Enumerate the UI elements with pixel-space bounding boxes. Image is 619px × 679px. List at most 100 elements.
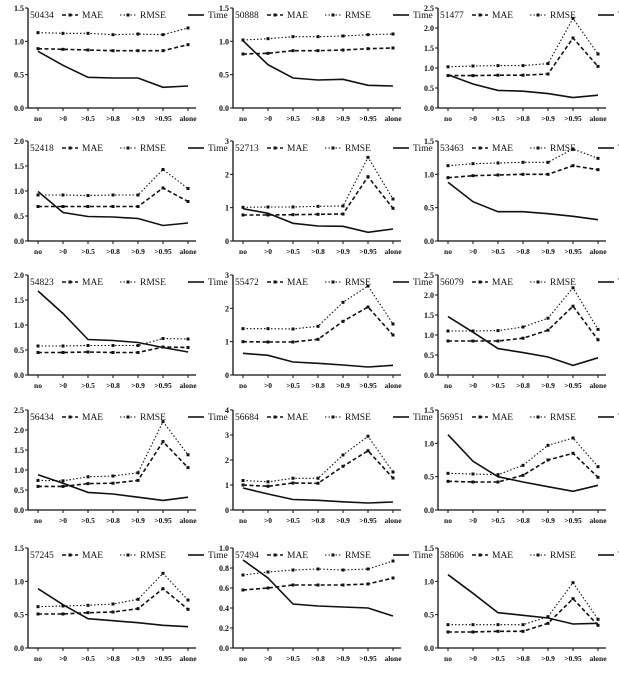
legend-marker-mae [273,553,277,557]
y-tick-label: 0.5 [424,351,434,360]
x-tick-label: >0 [469,114,477,123]
x-tick-label: >0.9 [131,381,145,390]
data-point-mae [471,174,475,178]
legend-label-mae: MAE [492,144,513,154]
data-point-rmse [471,472,475,476]
data-point-rmse [546,316,550,320]
data-point-rmse [391,559,395,563]
data-point-rmse [521,64,525,68]
series-line-mae [38,587,189,615]
y-tick-label: 0.0 [219,104,229,113]
data-point-rmse [471,162,475,166]
x-tick-label: >0.8 [516,654,530,663]
data-point-rmse [596,617,600,621]
x-tick-label: >0.8 [311,516,325,525]
data-point-rmse [496,473,500,477]
x-tick-label: >0.5 [286,516,300,525]
data-point-rmse [391,470,395,474]
legend-label-rmse: RMSE [550,551,576,561]
data-point-rmse [546,443,550,447]
data-point-rmse [86,603,90,607]
y-tick-label: 1.5 [14,446,24,455]
chart-title: 54823 [30,278,54,288]
data-point-mae [61,351,65,354]
x-tick-label: no [239,381,247,390]
x-tick-label: >0 [264,247,272,256]
x-tick-label: >0.9 [541,654,555,663]
x-tick-label: >0.8 [311,654,325,663]
x-tick-label: >0.5 [491,654,505,663]
y-tick-label: 1.0 [14,187,24,196]
x-tick-label: >0.95 [359,654,377,663]
legend-marker-mae [273,13,277,17]
chart-panel: 0.0 0.5 1.0 1.5 no >0 >0.5 >0.8 >0.9 >0.95 alone 53… [424,137,619,256]
legend-label-time: Time [413,11,433,21]
data-point-rmse [136,193,140,197]
data-point-mae [521,473,525,477]
data-point-mae [341,48,345,52]
x-tick-label: >0.95 [564,381,582,390]
legend-marker-mae [478,553,482,557]
x-tick-label: >0 [59,114,67,123]
data-point-rmse [316,567,320,571]
data-point-rmse [136,471,140,475]
data-point-rmse [241,38,245,42]
data-point-mae [316,481,320,485]
data-point-mae [571,451,575,455]
data-point-rmse [596,327,600,331]
legend-label-rmse: RMSE [550,413,576,423]
data-point-rmse [496,329,500,333]
y-tick-label: 1.5 [219,4,229,13]
chart-panel: 0 1 2 3 4 no >0 >0.5 >0.8 >0.9 >0.95 alone 56684 MAE R… [225,406,433,525]
y-tick-label: 1.5 [14,544,24,553]
x-tick-label: >0.9 [541,381,555,390]
y-tick-label: 1.0 [424,439,434,448]
data-point-mae [86,48,90,52]
x-tick-label: >0.8 [311,381,325,390]
legend-label-time: Time [413,413,433,423]
data-point-rmse [446,329,450,333]
series-line-rmse [37,572,189,608]
x-tick-label: >0.5 [81,654,95,663]
data-point-mae [546,328,550,332]
y-tick-label: 0.5 [219,71,229,80]
data-point-rmse [546,62,550,66]
legend-marker-mae [68,146,72,150]
legend-label-mae: MAE [82,551,103,561]
legend-label-time: Time [413,551,433,561]
data-point-rmse [111,193,115,197]
data-point-rmse [596,465,600,469]
data-point-rmse [86,475,90,479]
data-point-mae [266,484,270,488]
x-tick-label: alone [179,654,197,663]
data-point-mae [186,200,190,203]
data-point-rmse [186,26,190,30]
data-point-rmse [161,420,165,424]
y-tick-label: 1.5 [424,137,434,146]
x-tick-label: >0.8 [106,247,120,256]
data-point-rmse [266,480,270,484]
data-point-mae [596,623,600,627]
series-line-time [37,588,189,628]
data-point-rmse [291,327,295,331]
data-point-rmse [266,327,270,331]
data-point-mae [391,46,395,50]
legend-marker-mae [478,13,482,17]
series-line-time [242,207,394,234]
data-point-mae [471,339,475,343]
chart-title: 51477 [440,11,464,21]
data-point-mae [446,339,450,343]
y-tick-label: 0.5 [424,473,434,482]
x-tick-label: >0.8 [106,516,120,525]
legend-marker-rmse [331,13,335,17]
data-point-mae [266,340,270,344]
y-tick-label: 0.8 [219,564,229,573]
series-line-mae [38,440,189,488]
legend-label-rmse: RMSE [550,11,576,21]
data-point-mae [291,340,295,344]
x-tick-label: >0.8 [106,114,120,123]
y-tick-label: 1.5 [14,4,24,13]
data-point-rmse [161,571,165,575]
data-point-rmse [446,623,450,627]
